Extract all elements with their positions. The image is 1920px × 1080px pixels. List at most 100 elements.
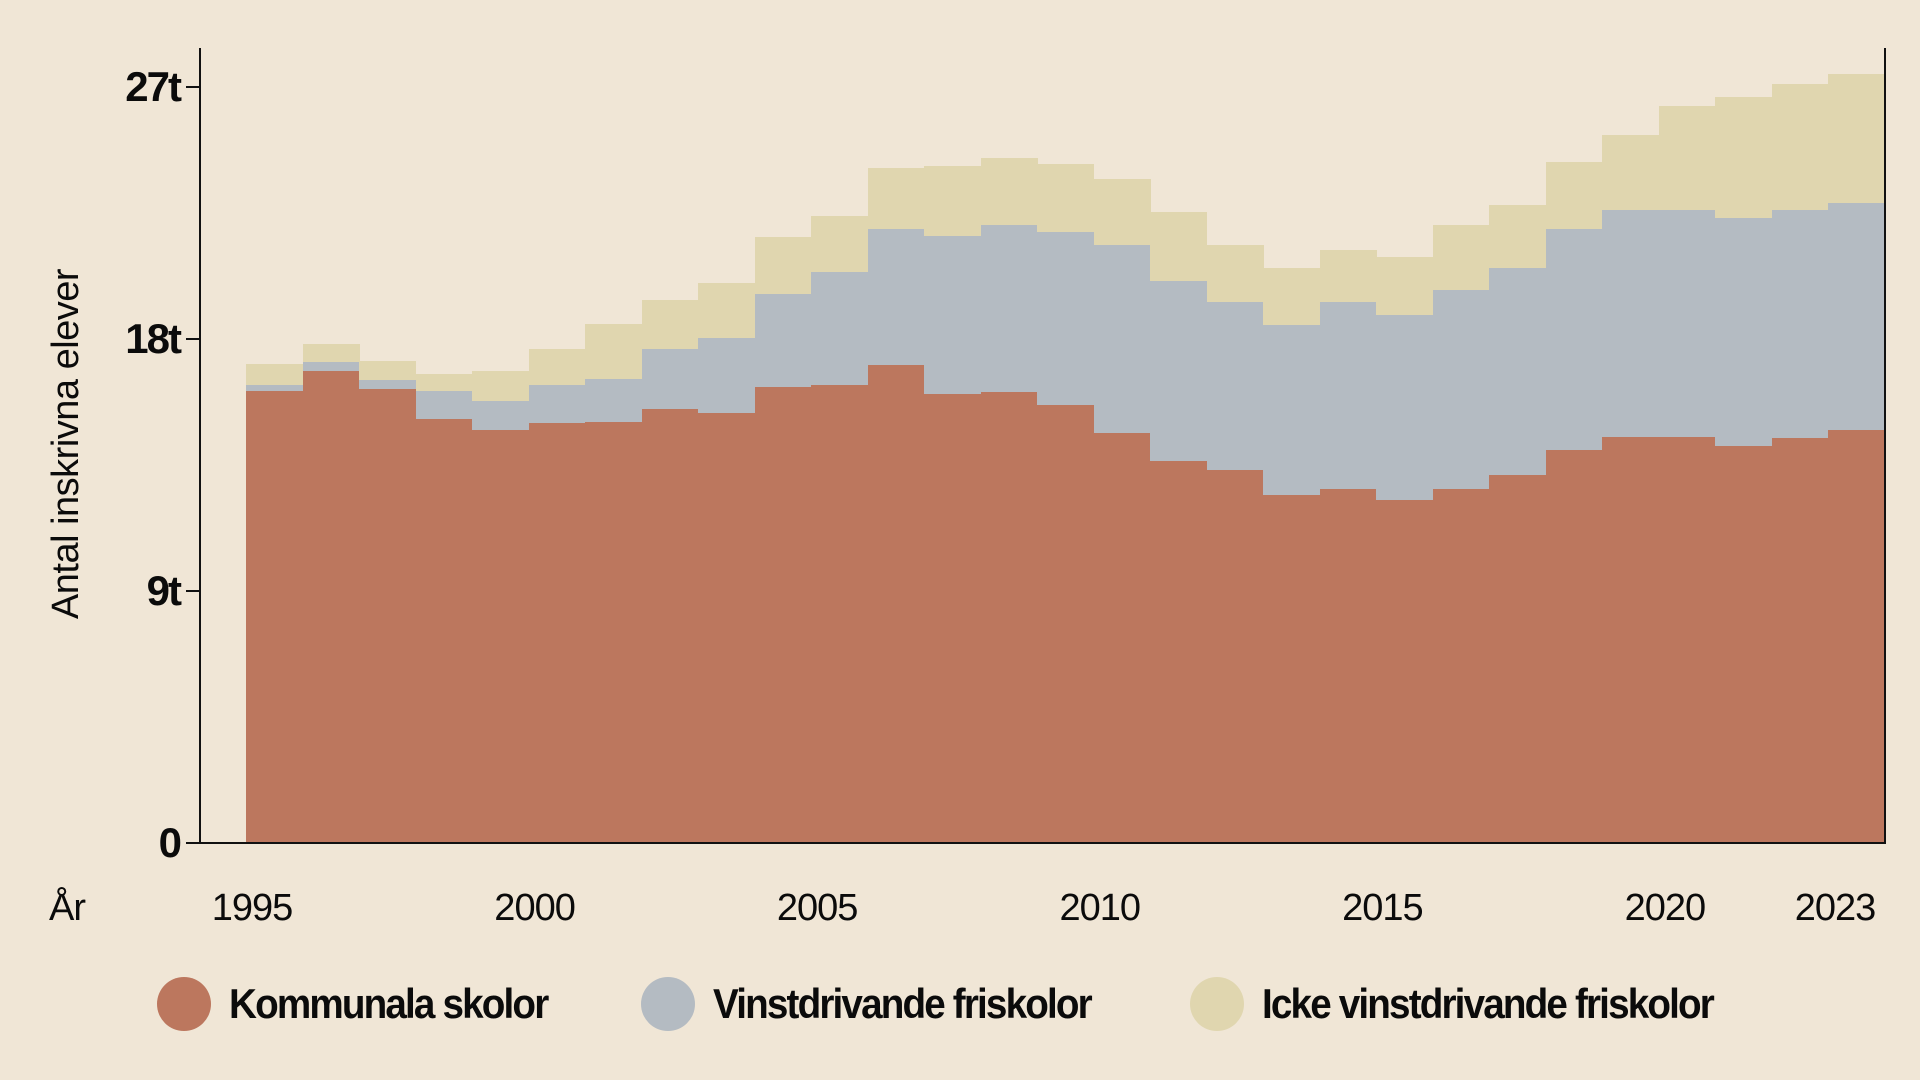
bar-segment-2006-s0: [867, 365, 925, 843]
bar-segment-2007-s1: [924, 235, 982, 394]
legend-item-icke-vinstdrivande: Icke vinstdrivande friskolor: [1189, 977, 1752, 1031]
bar-segment-2016-s0: [1432, 489, 1490, 843]
bar-segment-2005-s2: [811, 215, 869, 273]
bar-segment-2018-s2: [1545, 162, 1603, 230]
bar-segment-2005-s0: [811, 384, 869, 843]
bar-segment-2010-s0: [1093, 433, 1151, 843]
legend: Kommunala skolor Vinstdrivande friskolor…: [157, 977, 1818, 1031]
bar-segment-2021-s2: [1715, 97, 1773, 219]
bar-segment-2009-s2: [1037, 163, 1095, 232]
bar-segment-2004-s2: [754, 237, 812, 294]
legend-label: Vinstdrivande friskolor: [713, 980, 1093, 1027]
y-tick-mark: [186, 842, 200, 844]
bar-segment-2020-s1: [1658, 209, 1717, 438]
bar-segment-2017-s0: [1489, 475, 1547, 843]
bar-segment-2013-s1: [1263, 324, 1321, 496]
y-tick-label: 9t: [146, 567, 182, 614]
bar-segment-2003-s1: [698, 337, 756, 414]
x-tick-label: 2000: [494, 887, 576, 929]
bar-segment-2010-s1: [1093, 244, 1151, 434]
bar-segment-2020-s0: [1658, 437, 1717, 843]
bar-segment-2001-s1: [585, 378, 643, 422]
y-tick-mark: [186, 590, 200, 592]
bar-segment-2008-s0: [980, 392, 1038, 843]
bar-segment-2015-s2: [1376, 256, 1434, 316]
bar-segment-1996-s0: [302, 370, 360, 843]
y-tick-mark: [186, 86, 200, 88]
bar-segment-2015-s0: [1376, 499, 1434, 843]
x-tick-label: 2020: [1624, 887, 1707, 929]
bar-segment-1998-s1: [415, 391, 473, 420]
bar-segment-2009-s1: [1037, 231, 1095, 406]
bar-segment-2017-s1: [1489, 267, 1547, 476]
bar-segment-2004-s1: [754, 293, 812, 387]
bar-segment-2013-s0: [1263, 495, 1321, 843]
bar-segment-2009-s0: [1037, 405, 1095, 843]
bar-segment-2011-s0: [1150, 461, 1208, 843]
bar-segment-1995-s0: [246, 390, 304, 843]
bar-segment-1997-s1: [359, 380, 417, 390]
legend-swatch-vinstdrivande: [641, 977, 696, 1031]
x-tick-label: 2005: [776, 887, 859, 929]
y-axis-line: [199, 48, 201, 844]
legend-label: Icke vinstdrivande friskolor: [1261, 980, 1715, 1027]
bar-segment-2014-s0: [1319, 488, 1377, 843]
bar-segment-2013-s2: [1263, 267, 1321, 325]
bar-segment-2003-s0: [698, 413, 756, 843]
bar-segment-2016-s1: [1432, 290, 1490, 490]
bar-segment-2018-s0: [1545, 449, 1603, 843]
x-tick-label: 2010: [1059, 887, 1141, 929]
bar-segment-1997-s0: [359, 389, 417, 843]
bar-segment-2022-s2: [1771, 83, 1830, 210]
bar-segment-2022-s1: [1771, 209, 1830, 438]
bar-segment-2004-s0: [754, 386, 812, 843]
bar-segment-2014-s1: [1319, 302, 1377, 489]
x-tick-label: 1995: [211, 887, 294, 929]
bar-segment-2001-s0: [585, 421, 643, 843]
bar-segment-2006-s1: [867, 229, 925, 366]
bar-segment-2022-s0: [1771, 437, 1830, 843]
bar-segment-2005-s1: [811, 272, 869, 385]
bar-segment-2002-s1: [641, 348, 699, 409]
right-frame-line: [1884, 48, 1886, 844]
bar-segment-2012-s0: [1206, 470, 1264, 843]
bar-segment-2021-s1: [1715, 218, 1773, 446]
bar-segment-2021-s0: [1715, 445, 1773, 843]
bar-segment-1996-s1: [302, 361, 360, 371]
bar-segment-1999-s1: [472, 400, 530, 431]
bar-segment-2000-s0: [528, 423, 586, 843]
x-tick-label: 2015: [1342, 887, 1424, 929]
y-tick-label: 27t: [125, 63, 182, 110]
bar-segment-2015-s1: [1376, 315, 1434, 500]
bar-segment-2001-s2: [585, 324, 643, 379]
bar-segment-1999-s2: [472, 370, 530, 401]
bar-segment-2002-s0: [641, 409, 699, 843]
bar-segment-2019-s2: [1602, 134, 1660, 210]
bar-segment-2007-s2: [924, 165, 982, 236]
y-axis-title: Antal inskrivna elever: [45, 268, 87, 620]
legend-swatch-icke-vinstdrivande: [1189, 977, 1244, 1031]
bar-segment-1996-s2: [302, 343, 360, 362]
y-tick-label: 18t: [125, 315, 182, 362]
legend-swatch-kommunala: [157, 977, 211, 1031]
x-tick-label: 2023: [1794, 887, 1877, 929]
bar-segment-2017-s2: [1489, 205, 1547, 268]
bar-segment-1997-s2: [359, 361, 417, 381]
bar-segment-2014-s2: [1319, 249, 1377, 303]
bar-segment-2023-s2: [1828, 74, 1886, 203]
bar-segment-2012-s1: [1206, 302, 1264, 471]
bar-segment-1998-s0: [415, 419, 473, 843]
bar-segment-2000-s2: [528, 349, 586, 385]
bar-segment-2011-s2: [1150, 211, 1208, 282]
bar-segment-2008-s1: [980, 225, 1038, 393]
legend-item-vinstdrivande: Vinstdrivande friskolor: [641, 977, 1124, 1031]
bar-segment-1995-s2: [246, 363, 304, 386]
y-tick-mark: [186, 338, 200, 340]
bar-segment-1998-s2: [415, 373, 473, 392]
bar-segment-2006-s2: [867, 167, 925, 230]
bar-segment-1999-s0: [472, 430, 530, 843]
bar-segment-2011-s1: [1150, 281, 1208, 462]
bar-segment-1995-s1: [246, 385, 304, 391]
bar-segment-2019-s0: [1602, 437, 1660, 843]
